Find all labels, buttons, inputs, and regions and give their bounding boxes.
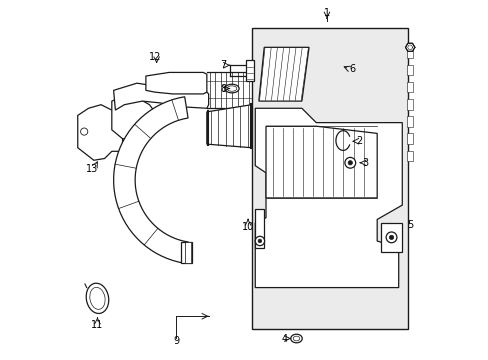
Ellipse shape	[290, 334, 302, 343]
Text: 7: 7	[220, 60, 225, 70]
Circle shape	[347, 161, 352, 165]
Text: 5: 5	[406, 220, 412, 230]
Ellipse shape	[226, 86, 236, 91]
Text: 12: 12	[148, 52, 161, 62]
Bar	[406, 64, 412, 75]
Polygon shape	[145, 72, 206, 94]
Polygon shape	[255, 108, 402, 288]
Text: 8: 8	[220, 84, 225, 94]
Text: 4: 4	[281, 333, 287, 343]
Bar	[251, 28, 407, 329]
Bar	[407, 82, 412, 93]
Text: 3: 3	[362, 158, 368, 168]
Circle shape	[258, 239, 261, 243]
Ellipse shape	[90, 287, 105, 309]
Bar	[407, 150, 412, 161]
Circle shape	[81, 128, 88, 135]
Text: 13: 13	[86, 163, 98, 174]
Polygon shape	[265, 126, 376, 198]
Ellipse shape	[224, 84, 239, 93]
Circle shape	[344, 157, 355, 168]
Bar	[407, 99, 412, 110]
Text: 1: 1	[323, 8, 329, 18]
Bar	[407, 134, 412, 144]
Circle shape	[386, 232, 396, 243]
Polygon shape	[112, 96, 155, 139]
Ellipse shape	[293, 336, 299, 341]
Text: 6: 6	[348, 64, 354, 74]
Ellipse shape	[86, 283, 108, 314]
Text: 10: 10	[242, 222, 254, 231]
Bar	[407, 116, 412, 127]
Text: 2: 2	[355, 136, 362, 146]
Circle shape	[388, 235, 393, 239]
Circle shape	[255, 236, 264, 246]
Polygon shape	[380, 223, 402, 252]
Polygon shape	[206, 105, 251, 148]
Bar	[185, 242, 190, 264]
Text: 9: 9	[173, 336, 179, 346]
Polygon shape	[255, 209, 264, 248]
Bar	[181, 242, 191, 264]
Polygon shape	[113, 83, 208, 110]
Polygon shape	[258, 47, 308, 101]
Bar	[246, 60, 254, 81]
Polygon shape	[78, 105, 122, 160]
Polygon shape	[405, 43, 414, 51]
Polygon shape	[113, 97, 188, 263]
Text: 11: 11	[91, 320, 103, 330]
Bar	[406, 47, 412, 58]
